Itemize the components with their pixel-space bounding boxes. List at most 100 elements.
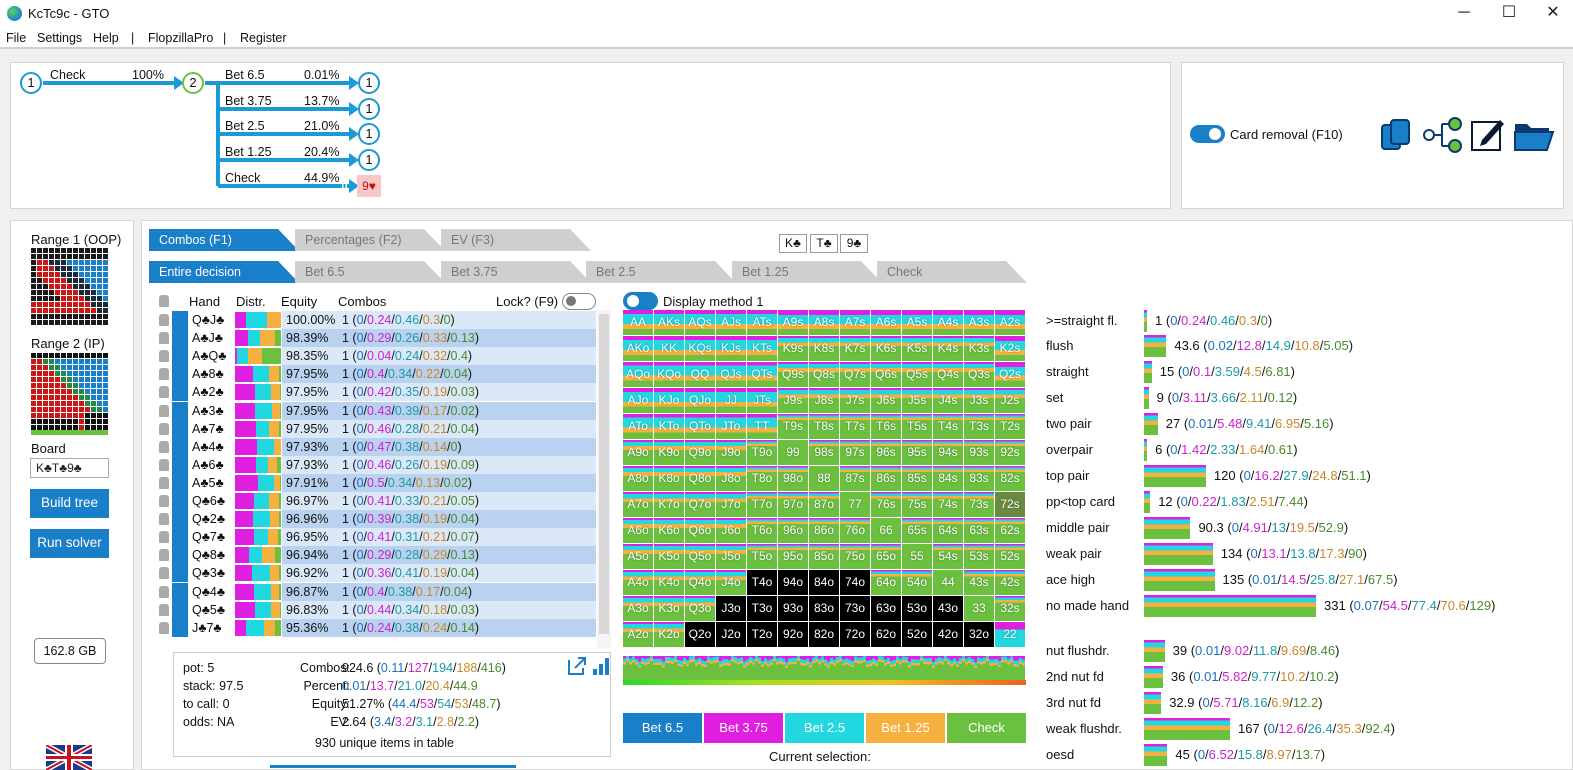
grid-cell[interactable]: A5o xyxy=(623,544,653,569)
menu-flopzillapro[interactable]: FlopzillaPro xyxy=(148,31,214,45)
lock-icon[interactable] xyxy=(159,585,169,598)
grid-cell[interactable]: 77 xyxy=(840,492,870,517)
grid-cell[interactable]: 63s xyxy=(964,518,994,543)
grid-cell[interactable]: 22 xyxy=(995,622,1025,647)
display-method-toggle[interactable] xyxy=(623,292,658,310)
grid-cell[interactable]: T9s xyxy=(778,414,808,439)
tab-ev[interactable]: EV (F3) xyxy=(441,229,591,251)
lock-icon[interactable] xyxy=(159,440,169,453)
grid-cell[interactable]: 74s xyxy=(933,492,963,517)
grid-cell[interactable]: A8o xyxy=(623,466,653,491)
lock-icon[interactable] xyxy=(159,476,169,489)
grid-cell[interactable]: Q8s xyxy=(809,362,839,387)
grid-cell[interactable]: K9s xyxy=(778,336,808,361)
grid-cell[interactable]: 65o xyxy=(871,544,901,569)
lock-icon[interactable] xyxy=(159,495,169,507)
grid-cell[interactable]: K3s xyxy=(964,336,994,361)
grid-cell[interactable]: A2s xyxy=(995,310,1025,335)
grid-cell[interactable]: A6o xyxy=(623,518,653,543)
grid-cell[interactable]: 82s xyxy=(995,466,1025,491)
grid-cell[interactable]: TT xyxy=(747,414,777,439)
grid-cell[interactable]: ATo xyxy=(623,414,653,439)
category-bar[interactable] xyxy=(1144,640,1165,662)
grid-cell[interactable]: K8o xyxy=(654,466,684,491)
range1-matrix[interactable] xyxy=(31,248,108,325)
grid-cell[interactable]: T8s xyxy=(809,414,839,439)
grid-cell[interactable]: 86o xyxy=(809,518,839,543)
lock-all-icon[interactable] xyxy=(159,295,169,307)
grid-cell[interactable]: 92o xyxy=(778,622,808,647)
grid-cell[interactable]: Q5o xyxy=(685,544,715,569)
grid-cell[interactable]: QTo xyxy=(685,414,715,439)
grid-cell[interactable]: T4s xyxy=(933,414,963,439)
table-row[interactable]: A♣7♣ 97.95% 1 (0/0.46/0.28/0.21/0.04) xyxy=(157,419,597,438)
col-hand-header[interactable]: Hand xyxy=(189,294,221,309)
grid-cell[interactable]: 42s xyxy=(995,570,1025,595)
legend-button[interactable]: Check xyxy=(947,713,1026,743)
grid-cell[interactable]: AJs xyxy=(716,310,746,335)
category-bar[interactable] xyxy=(1144,692,1162,714)
lock-icon[interactable] xyxy=(159,404,169,417)
grid-cell[interactable]: 64s xyxy=(933,518,963,543)
table-row[interactable]: Q♣J♣ 100.00% 1 (0/0.24/0.46/0.3/0) xyxy=(157,311,597,329)
table-row[interactable]: A♣4♣ 97.93% 1 (0/0.47/0.38/0.14/0) xyxy=(157,437,597,456)
table-scrollbar[interactable] xyxy=(597,310,611,648)
tree-node-mid[interactable]: 2 xyxy=(182,72,204,94)
tree-icon[interactable] xyxy=(1422,116,1464,154)
table-row[interactable]: A♣Q♣ 98.35% 1 (0/0.04/0.24/0.32/0.4) xyxy=(157,347,597,366)
grid-cell[interactable]: T6s xyxy=(871,414,901,439)
tab-combos[interactable]: Combos (F1) xyxy=(149,229,299,251)
grid-cell[interactable]: 54o xyxy=(902,570,932,595)
category-bar[interactable] xyxy=(1144,387,1149,409)
col-combos-header[interactable]: Combos xyxy=(338,294,387,309)
lock-icon[interactable] xyxy=(159,549,169,562)
chart-icon[interactable] xyxy=(591,656,611,676)
grid-cell[interactable]: 53o xyxy=(902,596,932,621)
table-row[interactable]: A♣8♣ 97.95% 1 (0/0.4/0.34/0.22/0.04) xyxy=(157,365,597,384)
grid-cell[interactable]: AKo xyxy=(623,336,653,361)
grid-cell[interactable]: J2s xyxy=(995,388,1025,413)
grid-cell[interactable]: 74o xyxy=(840,570,870,595)
table-row[interactable]: J♣7♣ 95.36% 1 (0/0.24/0.38/0.24/0.14) xyxy=(157,618,597,637)
grid-cell[interactable]: 52o xyxy=(902,622,932,647)
grid-cell[interactable]: 99 xyxy=(778,440,808,465)
grid-cell[interactable]: 87s xyxy=(840,466,870,491)
grid-cell[interactable]: 94o xyxy=(778,570,808,595)
table-row[interactable]: A♣6♣ 97.93% 1 (0/0.46/0.26/0.19/0.09) xyxy=(157,455,597,474)
grid-cell[interactable]: A4o xyxy=(623,570,653,595)
grid-cell[interactable]: Q5s xyxy=(902,362,932,387)
grid-cell[interactable]: Q6s xyxy=(871,362,901,387)
grid-cell[interactable]: 87o xyxy=(809,492,839,517)
grid-cell[interactable]: T4o xyxy=(747,570,777,595)
grid-cell[interactable]: QJo xyxy=(685,388,715,413)
grid-cell[interactable]: 44 xyxy=(933,570,963,595)
grid-cell[interactable]: KQs xyxy=(685,336,715,361)
menu-register[interactable]: Register xyxy=(240,31,287,45)
grid-cell[interactable]: 43o xyxy=(933,596,963,621)
grid-cell[interactable]: 32s xyxy=(995,596,1025,621)
grid-cell[interactable]: 83o xyxy=(809,596,839,621)
grid-cell[interactable]: J7s xyxy=(840,388,870,413)
tab-bet-6-5[interactable]: Bet 6.5 xyxy=(295,261,445,283)
lock-icon[interactable] xyxy=(159,422,169,435)
category-bar[interactable] xyxy=(1144,413,1158,435)
grid-cell[interactable]: Q9s xyxy=(778,362,808,387)
grid-cell[interactable]: 64o xyxy=(871,570,901,595)
range2-matrix[interactable] xyxy=(31,353,108,430)
grid-cell[interactable]: J3s xyxy=(964,388,994,413)
tree-branch-label[interactable]: Bet 2.5 xyxy=(225,119,265,133)
grid-cell[interactable]: J9s xyxy=(778,388,808,413)
grid-cell[interactable]: 32o xyxy=(964,622,994,647)
legend-button[interactable]: Bet 1.25 xyxy=(866,713,945,743)
lock-icon[interactable] xyxy=(159,621,169,634)
category-bar[interactable] xyxy=(1144,439,1148,461)
tree-card-node[interactable]: 9♥ xyxy=(357,175,381,197)
legend-button[interactable]: Bet 6.5 xyxy=(623,713,702,743)
grid-cell[interactable]: Q7s xyxy=(840,362,870,387)
legend-button[interactable]: Bet 3.75 xyxy=(704,713,783,743)
edit-icon[interactable] xyxy=(1470,116,1506,152)
grid-cell[interactable]: 96s xyxy=(871,440,901,465)
category-bar[interactable] xyxy=(1144,465,1206,487)
grid-cell[interactable]: 98o xyxy=(778,466,808,491)
grid-cell[interactable]: 65s xyxy=(902,518,932,543)
